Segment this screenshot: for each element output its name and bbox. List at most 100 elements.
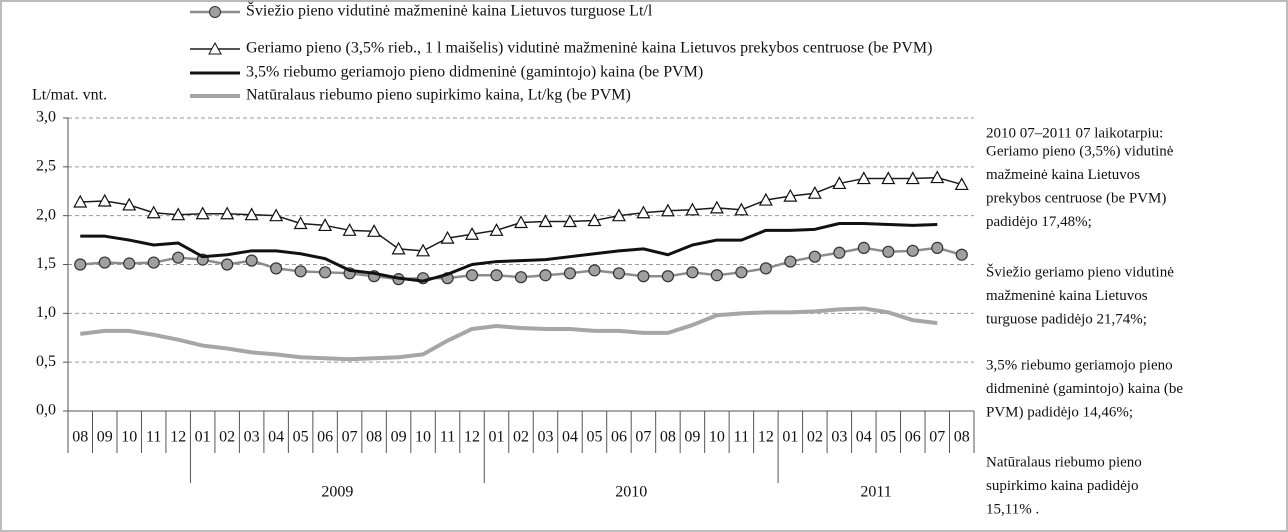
- point: [294, 265, 307, 278]
- point: [74, 258, 87, 271]
- point: [293, 216, 308, 230]
- point: [636, 205, 651, 219]
- x-tick-label: 11: [440, 429, 455, 446]
- x-tick-label: 04: [268, 429, 284, 446]
- point: [882, 245, 895, 258]
- annotation: mažmeninė kaina Lietuvos: [986, 288, 1148, 304]
- y-tick-label: 3,0: [36, 109, 56, 126]
- point: [881, 171, 896, 185]
- x-tick-label: 12: [464, 429, 480, 446]
- x-tick-label: 10: [709, 429, 725, 446]
- x-tick-label: 06: [317, 429, 333, 446]
- x-tick-label: 02: [219, 429, 235, 446]
- y-axis-label: Lt/mat. vnt.: [32, 87, 107, 104]
- legend-label: Geriamo pieno (3,5% rieb., 1 l maišelis)…: [246, 40, 932, 57]
- point: [710, 269, 723, 282]
- point: [660, 203, 675, 217]
- annotation: Natūralaus riebumo pieno: [986, 454, 1142, 470]
- series-line: [80, 306, 938, 362]
- point: [416, 243, 431, 257]
- x-tick-label: 09: [684, 429, 700, 446]
- point: [465, 269, 479, 282]
- annotation: 15,11% .: [986, 501, 1039, 517]
- point: [563, 267, 577, 280]
- year-label: 2009: [321, 484, 353, 501]
- legend-marker: [208, 41, 222, 55]
- annotation: padidėjo 17,48%;: [986, 214, 1092, 230]
- y-tick-label: 2,0: [36, 206, 56, 223]
- x-tick-label: 02: [513, 429, 529, 446]
- point: [244, 207, 259, 221]
- series-line: [80, 221, 938, 283]
- point: [270, 262, 283, 275]
- x-tick-label: 12: [170, 429, 186, 446]
- y-tick-label: 2,5: [36, 158, 56, 175]
- point: [808, 250, 821, 263]
- point: [562, 214, 577, 228]
- x-tick-label: 05: [293, 429, 309, 446]
- point: [539, 269, 552, 282]
- annotation: Geriamo pieno (3,5%) vidutinė: [986, 143, 1174, 159]
- point: [147, 256, 160, 269]
- point: [538, 214, 553, 228]
- y-tick-label: 0,0: [36, 402, 56, 419]
- x-tick-label: 07: [929, 429, 945, 446]
- point: [342, 223, 357, 236]
- point: [220, 206, 235, 220]
- point: [245, 254, 258, 267]
- x-tick-label: 10: [415, 429, 431, 446]
- point: [318, 218, 333, 232]
- annotation: mažmeinė kaina Lietuvos: [986, 167, 1140, 183]
- y-tick-label: 0,5: [36, 353, 56, 370]
- point: [611, 208, 626, 222]
- point: [758, 192, 773, 206]
- x-tick-label: 09: [391, 429, 407, 446]
- x-tick-label: 03: [831, 429, 847, 446]
- x-tick-label: 12: [758, 429, 774, 446]
- point: [783, 188, 798, 202]
- point: [807, 185, 822, 199]
- x-tick-label: 05: [880, 429, 896, 446]
- x-tick-label: 06: [611, 429, 627, 446]
- legend-label: 3,5% riebumo geriamojo pieno didmeninė (…: [246, 64, 703, 81]
- point: [513, 215, 529, 229]
- x-tick-label: 04: [856, 429, 872, 446]
- point: [735, 266, 748, 279]
- point: [833, 246, 846, 259]
- annotation: supirkimo kaina padidėjo: [986, 478, 1138, 494]
- point: [734, 202, 749, 216]
- point: [514, 271, 528, 284]
- x-tick-label: 03: [244, 429, 260, 446]
- x-tick-label: 06: [905, 429, 921, 446]
- point: [490, 269, 503, 282]
- x-tick-label: 01: [195, 429, 211, 446]
- point: [759, 262, 772, 275]
- year-label: 2011: [860, 484, 891, 501]
- annotation: 3,5% riebumo geriamojo pieno: [986, 357, 1173, 373]
- point: [73, 194, 88, 208]
- point: [172, 251, 185, 264]
- x-tick-label: 08: [72, 429, 88, 446]
- point: [146, 205, 161, 219]
- point: [221, 258, 234, 271]
- point: [857, 241, 870, 254]
- point: [587, 213, 602, 227]
- x-tick-label: 09: [97, 429, 113, 446]
- point: [97, 193, 112, 207]
- x-tick-label: 11: [146, 429, 161, 446]
- point: [661, 270, 675, 283]
- year-label: 2010: [615, 484, 647, 501]
- point: [955, 248, 968, 261]
- y-tick-label: 1,0: [36, 304, 56, 321]
- point: [391, 241, 406, 255]
- point: [784, 255, 797, 268]
- annotation: PVM) padidėjo 14,46%;: [986, 404, 1133, 420]
- y-tick-label: 1,5: [36, 255, 56, 272]
- x-tick-label: 10: [121, 429, 137, 446]
- point: [319, 266, 332, 279]
- point: [465, 226, 480, 240]
- point: [123, 257, 136, 270]
- point: [269, 208, 284, 222]
- point: [856, 171, 871, 185]
